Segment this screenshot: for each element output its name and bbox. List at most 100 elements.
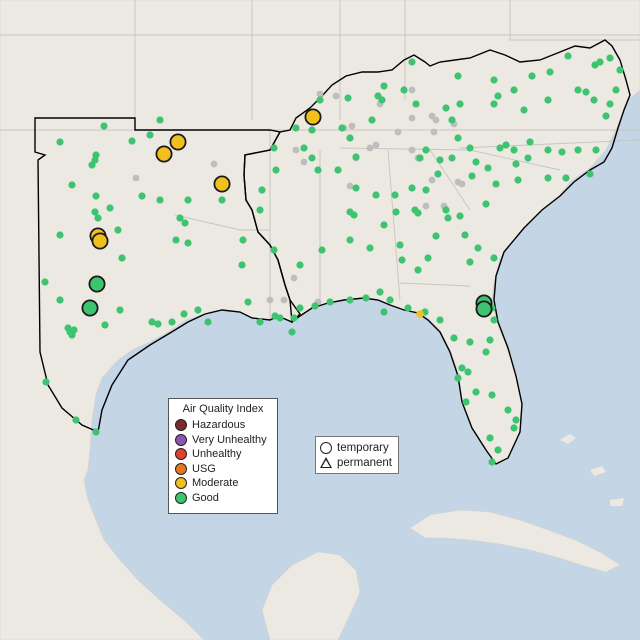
sensor-good-marker[interactable] [106,204,114,212]
sensor-good-marker[interactable] [156,116,164,124]
sensor-good-marker[interactable] [92,192,100,200]
sensor-good-marker[interactable] [400,86,408,94]
sensor-good-marker[interactable] [296,304,304,312]
sensor-good-marker[interactable] [592,146,600,154]
sensor-good-marker[interactable] [204,318,212,326]
sensor-good-marker[interactable] [290,314,298,322]
sensor-good-marker[interactable] [436,316,444,324]
sensor-good-marker[interactable] [454,134,462,142]
sensor-good-marker[interactable] [92,428,100,436]
sensor-good-marker[interactable] [412,100,420,108]
sensor-good-marker[interactable] [434,170,442,178]
sensor-no-data-marker[interactable] [266,296,274,304]
sensor-good-marker[interactable] [68,331,76,339]
monitor-moderate-marker[interactable] [169,133,187,151]
sensor-good-marker[interactable] [524,154,532,162]
sensor-good-marker[interactable] [464,368,472,376]
sensor-good-marker[interactable] [564,52,572,60]
sensor-good-marker[interactable] [176,214,184,222]
sensor-good-marker[interactable] [244,298,252,306]
sensor-good-marker[interactable] [466,144,474,152]
sensor-good-marker[interactable] [442,104,450,112]
monitor-moderate-marker[interactable] [213,175,231,193]
sensor-good-marker[interactable] [56,231,64,239]
sensor-good-marker[interactable] [482,200,490,208]
sensor-good-marker[interactable] [362,294,370,302]
sensor-no-data-marker[interactable] [408,146,416,154]
sensor-good-marker[interactable] [378,96,386,104]
sensor-no-data-marker[interactable] [290,274,298,282]
sensor-good-marker[interactable] [422,146,430,154]
monitor-moderate-marker[interactable] [304,108,322,126]
sensor-good-marker[interactable] [116,306,124,314]
sensor-good-marker[interactable] [512,160,520,168]
sensor-good-marker[interactable] [392,208,400,216]
sensor-good-marker[interactable] [484,164,492,172]
sensor-good-marker[interactable] [300,144,308,152]
monitor-good-marker[interactable] [475,300,493,318]
sensor-good-marker[interactable] [338,124,346,132]
sensor-good-marker[interactable] [612,86,620,94]
sensor-good-marker[interactable] [416,154,424,162]
sensor-no-data-marker[interactable] [394,128,402,136]
sensor-good-marker[interactable] [184,239,192,247]
sensor-good-marker[interactable] [458,364,466,372]
sensor-good-marker[interactable] [582,88,590,96]
sensor-good-marker[interactable] [350,211,358,219]
sensor-good-marker[interactable] [461,231,469,239]
sensor-no-data-marker[interactable] [346,182,354,190]
sensor-good-marker[interactable] [380,82,388,90]
sensor-good-marker[interactable] [574,146,582,154]
sensor-good-marker[interactable] [380,308,388,316]
sensor-good-marker[interactable] [270,144,278,152]
sensor-good-marker[interactable] [414,266,422,274]
sensor-good-marker[interactable] [311,302,319,310]
sensor-good-marker[interactable] [432,232,440,240]
sensor-good-marker[interactable] [448,116,456,124]
sensor-good-marker[interactable] [42,378,50,386]
sensor-no-data-marker[interactable] [372,141,380,149]
sensor-good-marker[interactable] [372,191,380,199]
sensor-good-marker[interactable] [88,161,96,169]
sensor-good-marker[interactable] [462,398,470,406]
sensor-good-marker[interactable] [346,134,354,142]
sensor-good-marker[interactable] [546,68,554,76]
sensor-good-marker[interactable] [466,338,474,346]
sensor-good-marker[interactable] [502,141,510,149]
sensor-moderate-marker[interactable] [416,310,424,318]
sensor-good-marker[interactable] [368,116,376,124]
sensor-good-marker[interactable] [386,296,394,304]
sensor-good-marker[interactable] [486,336,494,344]
sensor-good-marker[interactable] [606,100,614,108]
sensor-good-marker[interactable] [41,278,49,286]
sensor-good-marker[interactable] [270,246,278,254]
sensor-good-marker[interactable] [488,458,496,466]
sensor-good-marker[interactable] [180,310,188,318]
sensor-good-marker[interactable] [168,318,176,326]
sensor-no-data-marker[interactable] [408,86,416,94]
sensor-good-marker[interactable] [154,320,162,328]
sensor-good-marker[interactable] [334,166,342,174]
sensor-good-marker[interactable] [238,261,246,269]
sensor-good-marker[interactable] [510,424,518,432]
sensor-good-marker[interactable] [346,296,354,304]
sensor-no-data-marker[interactable] [280,296,288,304]
sensor-good-marker[interactable] [148,318,156,326]
sensor-good-marker[interactable] [528,72,536,80]
monitor-good-marker[interactable] [81,299,99,317]
sensor-good-marker[interactable] [318,246,326,254]
monitor-moderate-marker[interactable] [91,232,109,250]
sensor-good-marker[interactable] [586,170,594,178]
sensor-good-marker[interactable] [520,106,528,114]
sensor-good-marker[interactable] [466,258,474,266]
sensor-good-marker[interactable] [514,176,522,184]
sensor-good-marker[interactable] [602,112,610,120]
sensor-good-marker[interactable] [442,206,450,214]
sensor-good-marker[interactable] [308,154,316,162]
sensor-no-data-marker[interactable] [210,160,218,168]
sensor-good-marker[interactable] [146,131,154,139]
sensor-good-marker[interactable] [376,288,384,296]
sensor-no-data-marker[interactable] [458,180,466,188]
sensor-good-marker[interactable] [494,92,502,100]
sensor-good-marker[interactable] [436,156,444,164]
